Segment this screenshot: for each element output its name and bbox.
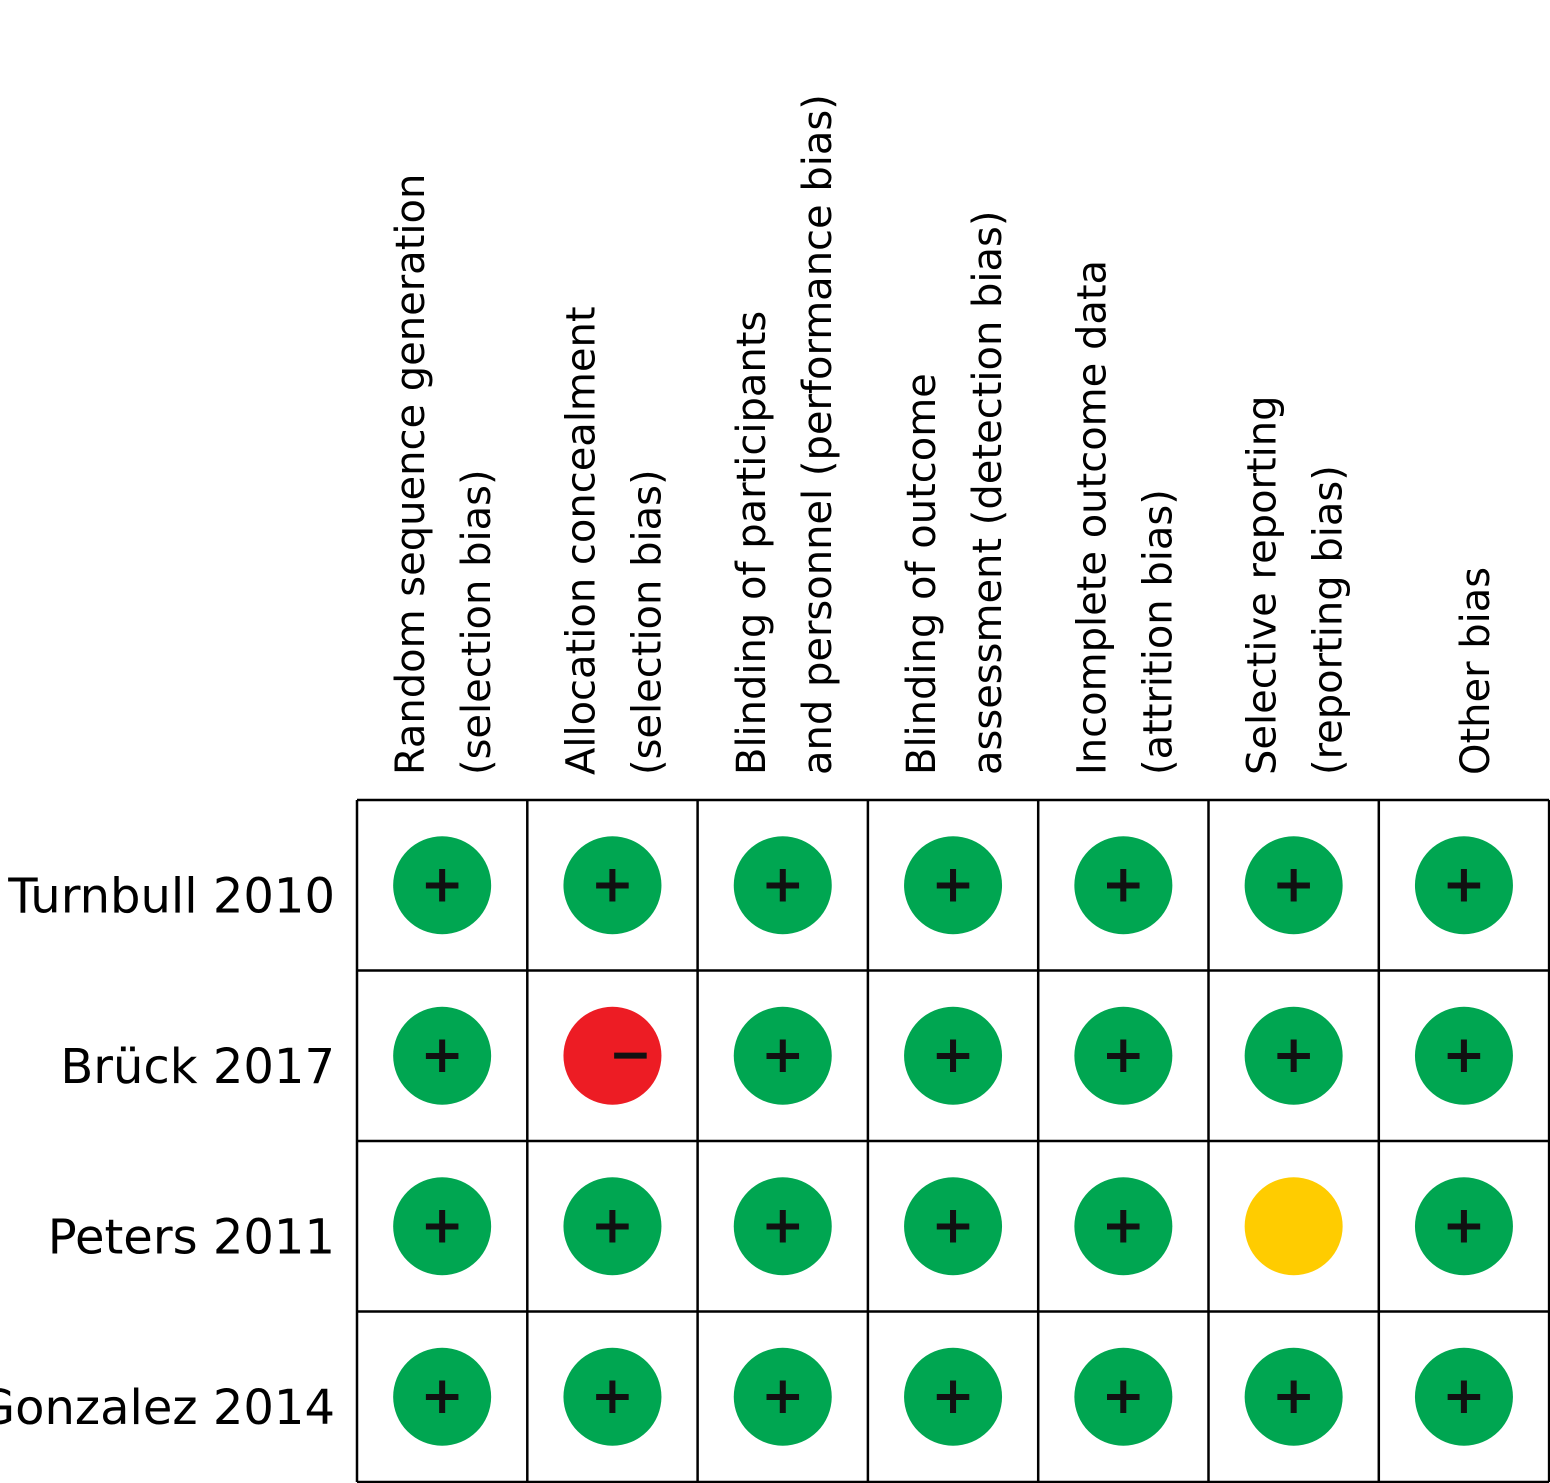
judgement-low-symbol: + bbox=[761, 854, 805, 914]
judgement-low-circle bbox=[1414, 1177, 1513, 1276]
judgement-low-symbol: + bbox=[1442, 1195, 1486, 1255]
judgement-low-circle bbox=[1414, 836, 1513, 935]
judgement-low-circle bbox=[904, 1347, 1003, 1446]
judgement-low-symbol: + bbox=[1442, 1366, 1486, 1426]
grid bbox=[355, 798, 1550, 1483]
judgement-low-symbol: + bbox=[591, 1366, 635, 1426]
row-labels: Turnbull 2010 Brück 2017 Peters 2011 Gonzal… bbox=[0, 868, 335, 1436]
judgement-low-symbol: + bbox=[420, 854, 464, 914]
judgement-low-circle bbox=[904, 836, 1003, 935]
column-labels: Random sequence generation (selection bia… bbox=[388, 94, 1499, 775]
study-label: Brück 2017 bbox=[60, 1039, 335, 1095]
judgement-low-circle bbox=[733, 1006, 832, 1105]
judgement-low-circle bbox=[904, 1177, 1003, 1276]
judgement-low-circle bbox=[393, 1177, 492, 1276]
judgement-low-symbol: + bbox=[1442, 1025, 1486, 1085]
judgement-low-symbol: + bbox=[931, 854, 975, 914]
judgement-low-symbol: + bbox=[931, 1366, 975, 1426]
judgement-low-symbol: + bbox=[1442, 854, 1486, 914]
judgement-low-circle bbox=[393, 1006, 492, 1105]
judgement-low-symbol: + bbox=[761, 1366, 805, 1426]
judgement-low-symbol: + bbox=[1272, 1366, 1316, 1426]
judgement-low-symbol: + bbox=[420, 1195, 464, 1255]
judgement-low-circle bbox=[393, 1347, 492, 1446]
judgement-low-symbol: + bbox=[761, 1025, 805, 1085]
judgement-cells: + + + + + + + + − + + + + + + + + + + + + + + + + + + bbox=[393, 836, 1513, 1446]
judgement-low-symbol: + bbox=[1102, 854, 1146, 914]
judgement-low-circle bbox=[1244, 836, 1343, 935]
column-label-4-line-1: Blinding of outcome bbox=[899, 373, 945, 775]
judgement-low-symbol: + bbox=[931, 1025, 975, 1085]
column-label-3-line-2: and personnel (performance bias) bbox=[795, 94, 841, 775]
judgement-low-circle bbox=[563, 836, 662, 935]
judgement-low-circle bbox=[1414, 1006, 1513, 1105]
judgement-low-symbol: + bbox=[1102, 1366, 1146, 1426]
judgement-low-circle bbox=[1244, 1006, 1343, 1105]
judgement-high-circle bbox=[563, 1006, 662, 1105]
judgement-unclear-circle bbox=[1244, 1177, 1343, 1276]
judgement-low-circle bbox=[1414, 1347, 1513, 1446]
judgement-low-circle bbox=[733, 1177, 832, 1276]
judgement-low-symbol: + bbox=[591, 1195, 635, 1255]
judgement-low-symbol: + bbox=[931, 1195, 975, 1255]
judgement-low-circle bbox=[563, 1177, 662, 1276]
judgement-low-circle bbox=[1244, 1347, 1343, 1446]
column-label-2-line-1: Allocation concealment bbox=[558, 306, 604, 775]
judgement-low-symbol: + bbox=[761, 1195, 805, 1255]
judgement-low-circle bbox=[904, 1006, 1003, 1105]
judgement-low-circle bbox=[1074, 1177, 1173, 1276]
study-label: Turnbull 2010 bbox=[7, 868, 335, 924]
judgement-low-circle bbox=[733, 1347, 832, 1446]
judgement-low-circle bbox=[733, 836, 832, 935]
column-label-6-line-2: (reporting bias) bbox=[1306, 465, 1352, 775]
judgement-low-circle bbox=[1074, 1006, 1173, 1105]
column-label-2-line-2: (selection bias) bbox=[624, 469, 670, 775]
judgement-low-circle bbox=[563, 1347, 662, 1446]
judgement-high-symbol: − bbox=[609, 1025, 653, 1085]
column-label-6-line-1: Selective reporting bbox=[1240, 395, 1286, 775]
column-label-5-line-1: Incomplete outcome data bbox=[1069, 260, 1115, 775]
column-label-3-line-1: Blinding of participants bbox=[729, 311, 775, 775]
column-label-4-line-2: assessment (detection bias) bbox=[965, 210, 1011, 775]
column-label-1-line-2: (selection bias) bbox=[454, 469, 500, 775]
judgement-low-symbol: + bbox=[1102, 1025, 1146, 1085]
judgement-low-symbol: + bbox=[1102, 1195, 1146, 1255]
judgement-low-symbol: + bbox=[420, 1025, 464, 1085]
column-label-7-line-1: Other bias bbox=[1453, 567, 1499, 775]
judgement-low-symbol: + bbox=[591, 854, 635, 914]
judgement-low-circle bbox=[1074, 836, 1173, 935]
study-label: Gonzalez 2014 bbox=[0, 1380, 335, 1436]
column-label-1-line-1: Random sequence generation bbox=[388, 174, 434, 775]
judgement-low-symbol: + bbox=[1272, 854, 1316, 914]
study-label: Peters 2011 bbox=[48, 1209, 335, 1265]
judgement-low-symbol: + bbox=[1272, 1025, 1316, 1085]
judgement-low-symbol: + bbox=[420, 1366, 464, 1426]
column-label-5-line-2: (attrition bias) bbox=[1135, 489, 1181, 775]
judgement-low-circle bbox=[393, 836, 492, 935]
judgement-low-circle bbox=[1074, 1347, 1173, 1446]
